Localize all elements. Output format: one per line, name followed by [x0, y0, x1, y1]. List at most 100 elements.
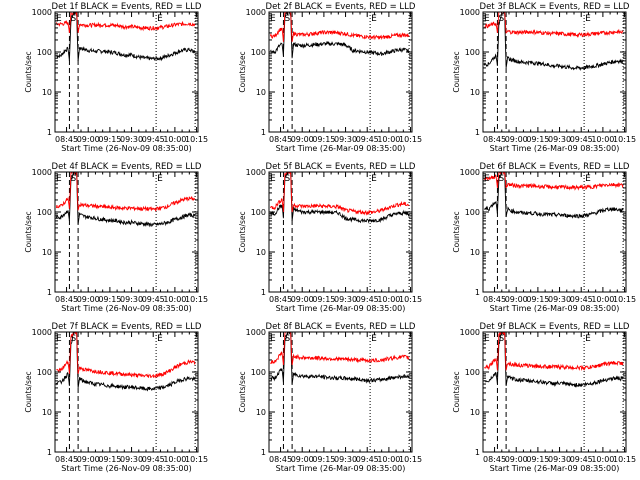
x-axis-label: Start Time (26-Mar-09 08:35:00)	[490, 144, 620, 153]
y-tick-label: 1000	[32, 8, 52, 17]
y-tick-label: 100	[465, 208, 480, 217]
y-axis-label: Counts/sec	[238, 51, 247, 92]
x-tick-label: 10:15	[613, 135, 636, 144]
x-tick-label: 09:15	[312, 455, 335, 464]
y-tick-label: 10	[42, 408, 52, 417]
y-tick-label: 100	[251, 368, 266, 377]
x-tick-label: 09:15	[98, 135, 121, 144]
x-tick-label: 10:15	[185, 455, 208, 464]
y-tick-label: 1	[47, 128, 52, 137]
series-line-lld	[55, 172, 196, 212]
x-tick-label: 09:45	[570, 295, 593, 304]
y-tick-label: 100	[251, 208, 266, 217]
x-axis-label: Start Time (26-Nov-09 08:35:00)	[61, 464, 191, 473]
marker-label-E: E	[371, 174, 377, 184]
y-tick-label: 1	[47, 448, 52, 457]
plot-frame	[54, 331, 199, 453]
y-tick-label: 1	[47, 288, 52, 297]
marker-label-S: S	[70, 174, 76, 184]
traces	[55, 12, 196, 62]
x-tick-label: 09:30	[334, 295, 357, 304]
x-tick-label: 09:45	[356, 135, 379, 144]
y-tick-label: 1000	[246, 328, 266, 337]
x-tick-label: 08:45	[55, 455, 78, 464]
traces	[483, 172, 624, 219]
y-tick-label: 1000	[32, 168, 52, 177]
y-axis-label: Counts/sec	[238, 211, 247, 252]
panel-title: Det 7f BLACK = Events, RED = LLD	[52, 322, 202, 332]
x-tick-label: 10:15	[399, 135, 422, 144]
x-tick-label: 08:45	[483, 135, 506, 144]
series-line-lld	[56, 332, 196, 379]
series-line-lld	[269, 172, 410, 216]
y-tick-label: 100	[251, 48, 266, 57]
series-line-events	[55, 332, 196, 392]
x-tick-label: 10:00	[591, 455, 614, 464]
x-tick-label: 09:30	[548, 135, 571, 144]
series-line-events	[269, 172, 410, 224]
y-tick-label: 1	[475, 448, 480, 457]
marker-label-E-left: E	[56, 14, 62, 24]
x-tick-label: 09:45	[142, 135, 165, 144]
traces	[270, 332, 410, 385]
series-line-events	[56, 12, 196, 62]
marker-label-E: E	[585, 14, 591, 24]
x-axis-label: Start Time (26-Mar-09 08:35:00)	[490, 464, 620, 473]
marker-label-E-left: E	[270, 334, 276, 344]
x-tick-label: 09:00	[291, 135, 314, 144]
marker-label-S: S	[498, 14, 504, 24]
y-tick-label: 1000	[460, 328, 480, 337]
y-tick-label: 1	[261, 288, 266, 297]
panel-title: Det 2f BLACK = Events, RED = LLD	[266, 2, 416, 12]
x-tick-label: 10:15	[613, 295, 636, 304]
y-tick-label: 10	[470, 88, 480, 97]
y-tick-label: 1	[261, 448, 266, 457]
y-tick-label: 100	[465, 368, 480, 377]
marker-label-E-left: E	[484, 14, 490, 24]
marker-label-E: E	[371, 14, 377, 24]
y-tick-label: 100	[465, 48, 480, 57]
y-axis-label: Counts/sec	[452, 51, 461, 92]
traces	[484, 332, 624, 388]
x-tick-label: 09:45	[356, 295, 379, 304]
x-tick-label: 09:15	[526, 135, 549, 144]
panel-title: Det 6f BLACK = Events, RED = LLD	[480, 162, 630, 172]
plot-frame	[268, 11, 413, 133]
marker-label-S: S	[498, 174, 504, 184]
y-tick-label: 1	[475, 128, 480, 137]
x-tick-label: 08:45	[269, 135, 292, 144]
x-tick-label: 10:00	[591, 295, 614, 304]
panel-title: Det 9f BLACK = Events, RED = LLD	[480, 322, 630, 332]
x-tick-label: 08:45	[483, 455, 506, 464]
x-tick-label: 09:30	[548, 295, 571, 304]
series-line-events	[484, 332, 624, 388]
x-tick-label: 09:15	[98, 295, 121, 304]
series-line-lld	[270, 332, 410, 366]
x-tick-label: 10:15	[185, 295, 208, 304]
plot-frame	[268, 171, 413, 293]
x-tick-label: 09:30	[120, 135, 143, 144]
x-tick-label: 09:00	[77, 455, 100, 464]
y-tick-label: 1000	[246, 8, 266, 17]
marker-label-S: S	[284, 174, 290, 184]
x-tick-label: 10:15	[185, 135, 208, 144]
marker-label-E: E	[371, 334, 377, 344]
plot-frame	[482, 11, 627, 133]
panel-title: Det 5f BLACK = Events, RED = LLD	[266, 162, 416, 172]
series-line-events	[270, 332, 410, 385]
marker-label-E-left: E	[270, 14, 276, 24]
x-tick-label: 10:00	[377, 295, 400, 304]
x-tick-label: 09:15	[526, 295, 549, 304]
x-tick-label: 08:45	[269, 455, 292, 464]
x-tick-label: 10:15	[613, 455, 636, 464]
marker-label-E-left: E	[56, 174, 62, 184]
x-tick-label: 09:00	[505, 455, 528, 464]
x-tick-label: 10:00	[377, 455, 400, 464]
